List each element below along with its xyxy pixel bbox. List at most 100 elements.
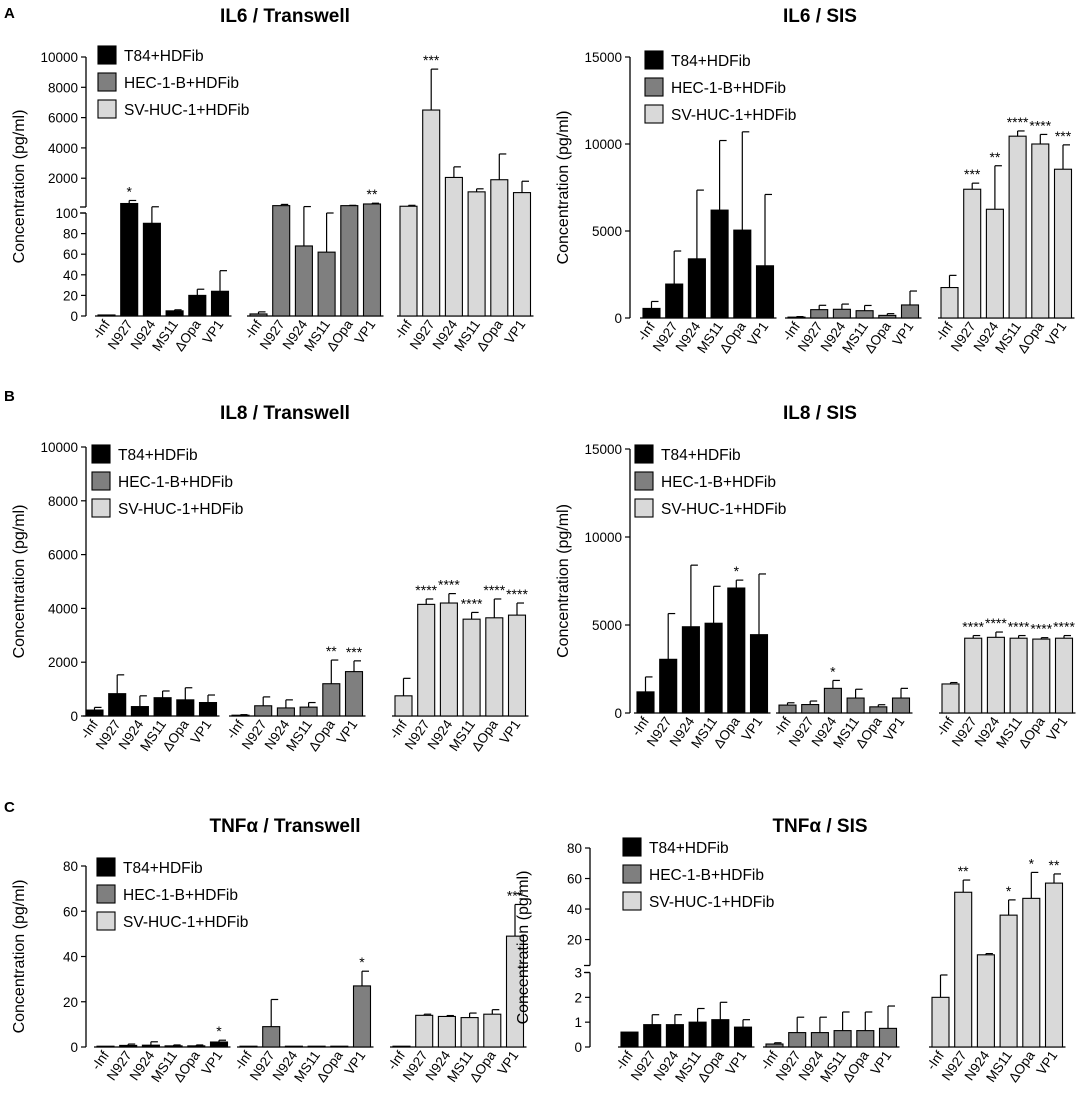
legend-label: HEC-1-B+HDFib <box>649 867 764 884</box>
legend-label: SV-HUC-1+HDFib <box>123 914 248 931</box>
legend-label: T84+HDFib <box>118 447 198 464</box>
bar <box>462 618 481 717</box>
bar <box>976 954 995 1048</box>
chart-title: TNFα / Transwell <box>209 816 360 837</box>
y-axis-label: Concentration (pg/ml) <box>11 505 28 659</box>
y-axis-label: Concentration (pg/ml) <box>555 504 572 658</box>
bar <box>165 310 184 317</box>
bar <box>210 290 230 317</box>
y-tick-label: 2000 <box>48 655 78 670</box>
bar <box>153 697 172 717</box>
x-category-label: VP1 <box>495 1048 522 1078</box>
bar <box>733 229 752 319</box>
y-tick-label: 20 <box>567 933 582 948</box>
y-tick-label: 60 <box>567 872 582 887</box>
y-tick-label: 15000 <box>584 50 622 65</box>
x-category-label: VP1 <box>881 714 908 744</box>
bar <box>733 1026 753 1048</box>
bar <box>239 1045 258 1048</box>
legend-swatch <box>97 45 117 65</box>
bar <box>665 283 684 319</box>
x-category-label: VP1 <box>497 717 524 747</box>
bar <box>142 222 161 317</box>
bar <box>963 188 982 319</box>
bar <box>999 914 1018 1048</box>
bar <box>891 697 911 714</box>
x-category-label: VP1 <box>352 317 379 347</box>
bar <box>249 313 268 317</box>
bar <box>108 693 127 717</box>
y-tick-label: 0 <box>70 709 78 724</box>
y-tick-label: 20 <box>63 995 78 1010</box>
bar <box>417 603 436 717</box>
y-tick-label: 10000 <box>584 137 622 152</box>
legend-swatch <box>622 891 642 911</box>
bar <box>330 1045 349 1048</box>
y-tick-label: 80 <box>63 227 78 242</box>
bar <box>467 191 486 317</box>
bar <box>755 265 775 319</box>
legend-swatch <box>96 884 116 904</box>
y-tick-label: 6000 <box>48 111 78 126</box>
bar <box>688 1021 707 1048</box>
bar <box>778 704 797 714</box>
bar <box>985 208 1004 319</box>
bar <box>986 636 1005 714</box>
bar <box>810 309 829 319</box>
bar <box>394 695 413 717</box>
bar <box>1032 638 1051 714</box>
y-tick-label: 40 <box>567 902 582 917</box>
x-category-label: ΔOpa <box>717 319 749 356</box>
bar <box>284 1045 303 1048</box>
bar <box>317 251 336 317</box>
bar <box>444 176 463 317</box>
y-tick-label: 80 <box>63 859 78 874</box>
bar <box>483 1013 502 1048</box>
panel-label-a: A <box>4 5 15 22</box>
legend-label: T84+HDFib <box>124 48 204 65</box>
bar <box>460 1017 479 1048</box>
legend-label: T84+HDFib <box>123 860 203 877</box>
bar <box>1009 637 1028 714</box>
significance-label: **** <box>962 619 984 635</box>
bar <box>665 1024 684 1048</box>
x-category-label: ΔOpa <box>171 1048 203 1085</box>
bar <box>85 709 104 717</box>
y-axis-label: Concentration (pg/ml) <box>11 110 28 264</box>
bar <box>710 209 729 319</box>
legend-label: SV-HUC-1+HDFib <box>649 894 774 911</box>
legend-swatch <box>634 471 654 491</box>
y-tick-label: 6000 <box>48 548 78 563</box>
x-category-label: ΔOpa <box>160 717 192 754</box>
bar <box>1054 637 1074 714</box>
x-category-label: ΔOpa <box>695 1048 727 1085</box>
bar <box>198 701 218 717</box>
bar <box>855 310 874 319</box>
x-category-label: ΔOpa <box>1015 319 1047 356</box>
significance-label: * <box>216 1023 222 1039</box>
legend-swatch <box>622 837 642 857</box>
x-category-label: ΔOpa <box>324 317 356 354</box>
bar <box>490 179 509 317</box>
x-category-label: VP1 <box>745 319 772 349</box>
bar <box>130 706 149 717</box>
bar <box>940 286 959 319</box>
y-tick-label: 10000 <box>40 50 78 65</box>
legend-swatch <box>644 104 664 124</box>
y-tick-label: 40 <box>63 950 78 965</box>
legend-swatch <box>91 444 111 464</box>
chart-title: TNFα / SIS <box>772 816 867 837</box>
y-tick-label: 20 <box>63 288 78 303</box>
bar <box>964 637 983 714</box>
bar <box>422 109 441 317</box>
bar <box>299 706 318 717</box>
bar <box>704 622 723 714</box>
legend-label: SV-HUC-1+HDFib <box>118 501 243 518</box>
x-category-label: VP1 <box>1043 319 1070 349</box>
chart-title: IL8 / SIS <box>783 403 857 424</box>
bar <box>711 1019 730 1048</box>
x-category-label: VP1 <box>188 717 215 747</box>
bar <box>254 705 273 717</box>
bar <box>878 314 897 319</box>
